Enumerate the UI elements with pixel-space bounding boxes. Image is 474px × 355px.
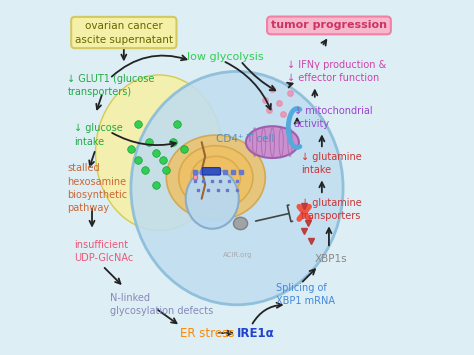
Ellipse shape (191, 156, 240, 199)
Text: low glycolysis: low glycolysis (188, 52, 264, 62)
Text: stalled
hexosamine
biosynthetic
pathway: stalled hexosamine biosynthetic pathway (67, 163, 128, 213)
Ellipse shape (179, 146, 253, 209)
Text: CD4⁺ T cell: CD4⁺ T cell (216, 133, 274, 144)
FancyBboxPatch shape (202, 168, 220, 175)
Text: ↓ GLUT1 (glucose
transporters): ↓ GLUT1 (glucose transporters) (67, 74, 155, 97)
Ellipse shape (166, 135, 265, 220)
Text: ↓ mitochondrial
activity: ↓ mitochondrial activity (293, 106, 372, 129)
Text: ↓ glutamine
transporters: ↓ glutamine transporters (301, 198, 361, 221)
Text: tumor progression: tumor progression (271, 21, 387, 31)
Text: ↓ glutamine
intake: ↓ glutamine intake (301, 152, 361, 175)
Text: ovarian cancer
ascite supernatant: ovarian cancer ascite supernatant (75, 21, 173, 44)
Text: N-linked
glycosylation defects: N-linked glycosylation defects (109, 293, 213, 316)
Text: IRE1α: IRE1α (237, 327, 275, 340)
Ellipse shape (186, 169, 239, 229)
Text: ↓ glucose
intake: ↓ glucose intake (74, 124, 123, 147)
Text: ER stress: ER stress (181, 327, 235, 340)
FancyBboxPatch shape (193, 175, 197, 179)
Ellipse shape (96, 75, 223, 230)
Text: insufficient
UDP-GlcNAc: insufficient UDP-GlcNAc (74, 240, 134, 263)
Ellipse shape (246, 126, 299, 158)
Text: Splicing of
XBP1 mRNA: Splicing of XBP1 mRNA (276, 283, 335, 306)
Text: ↓ IFNγ production &
↓ effector function: ↓ IFNγ production & ↓ effector function (286, 60, 386, 83)
Ellipse shape (234, 217, 247, 230)
Text: ACIR.org: ACIR.org (223, 252, 252, 258)
Ellipse shape (131, 71, 343, 305)
Text: XBP1s: XBP1s (315, 254, 347, 264)
